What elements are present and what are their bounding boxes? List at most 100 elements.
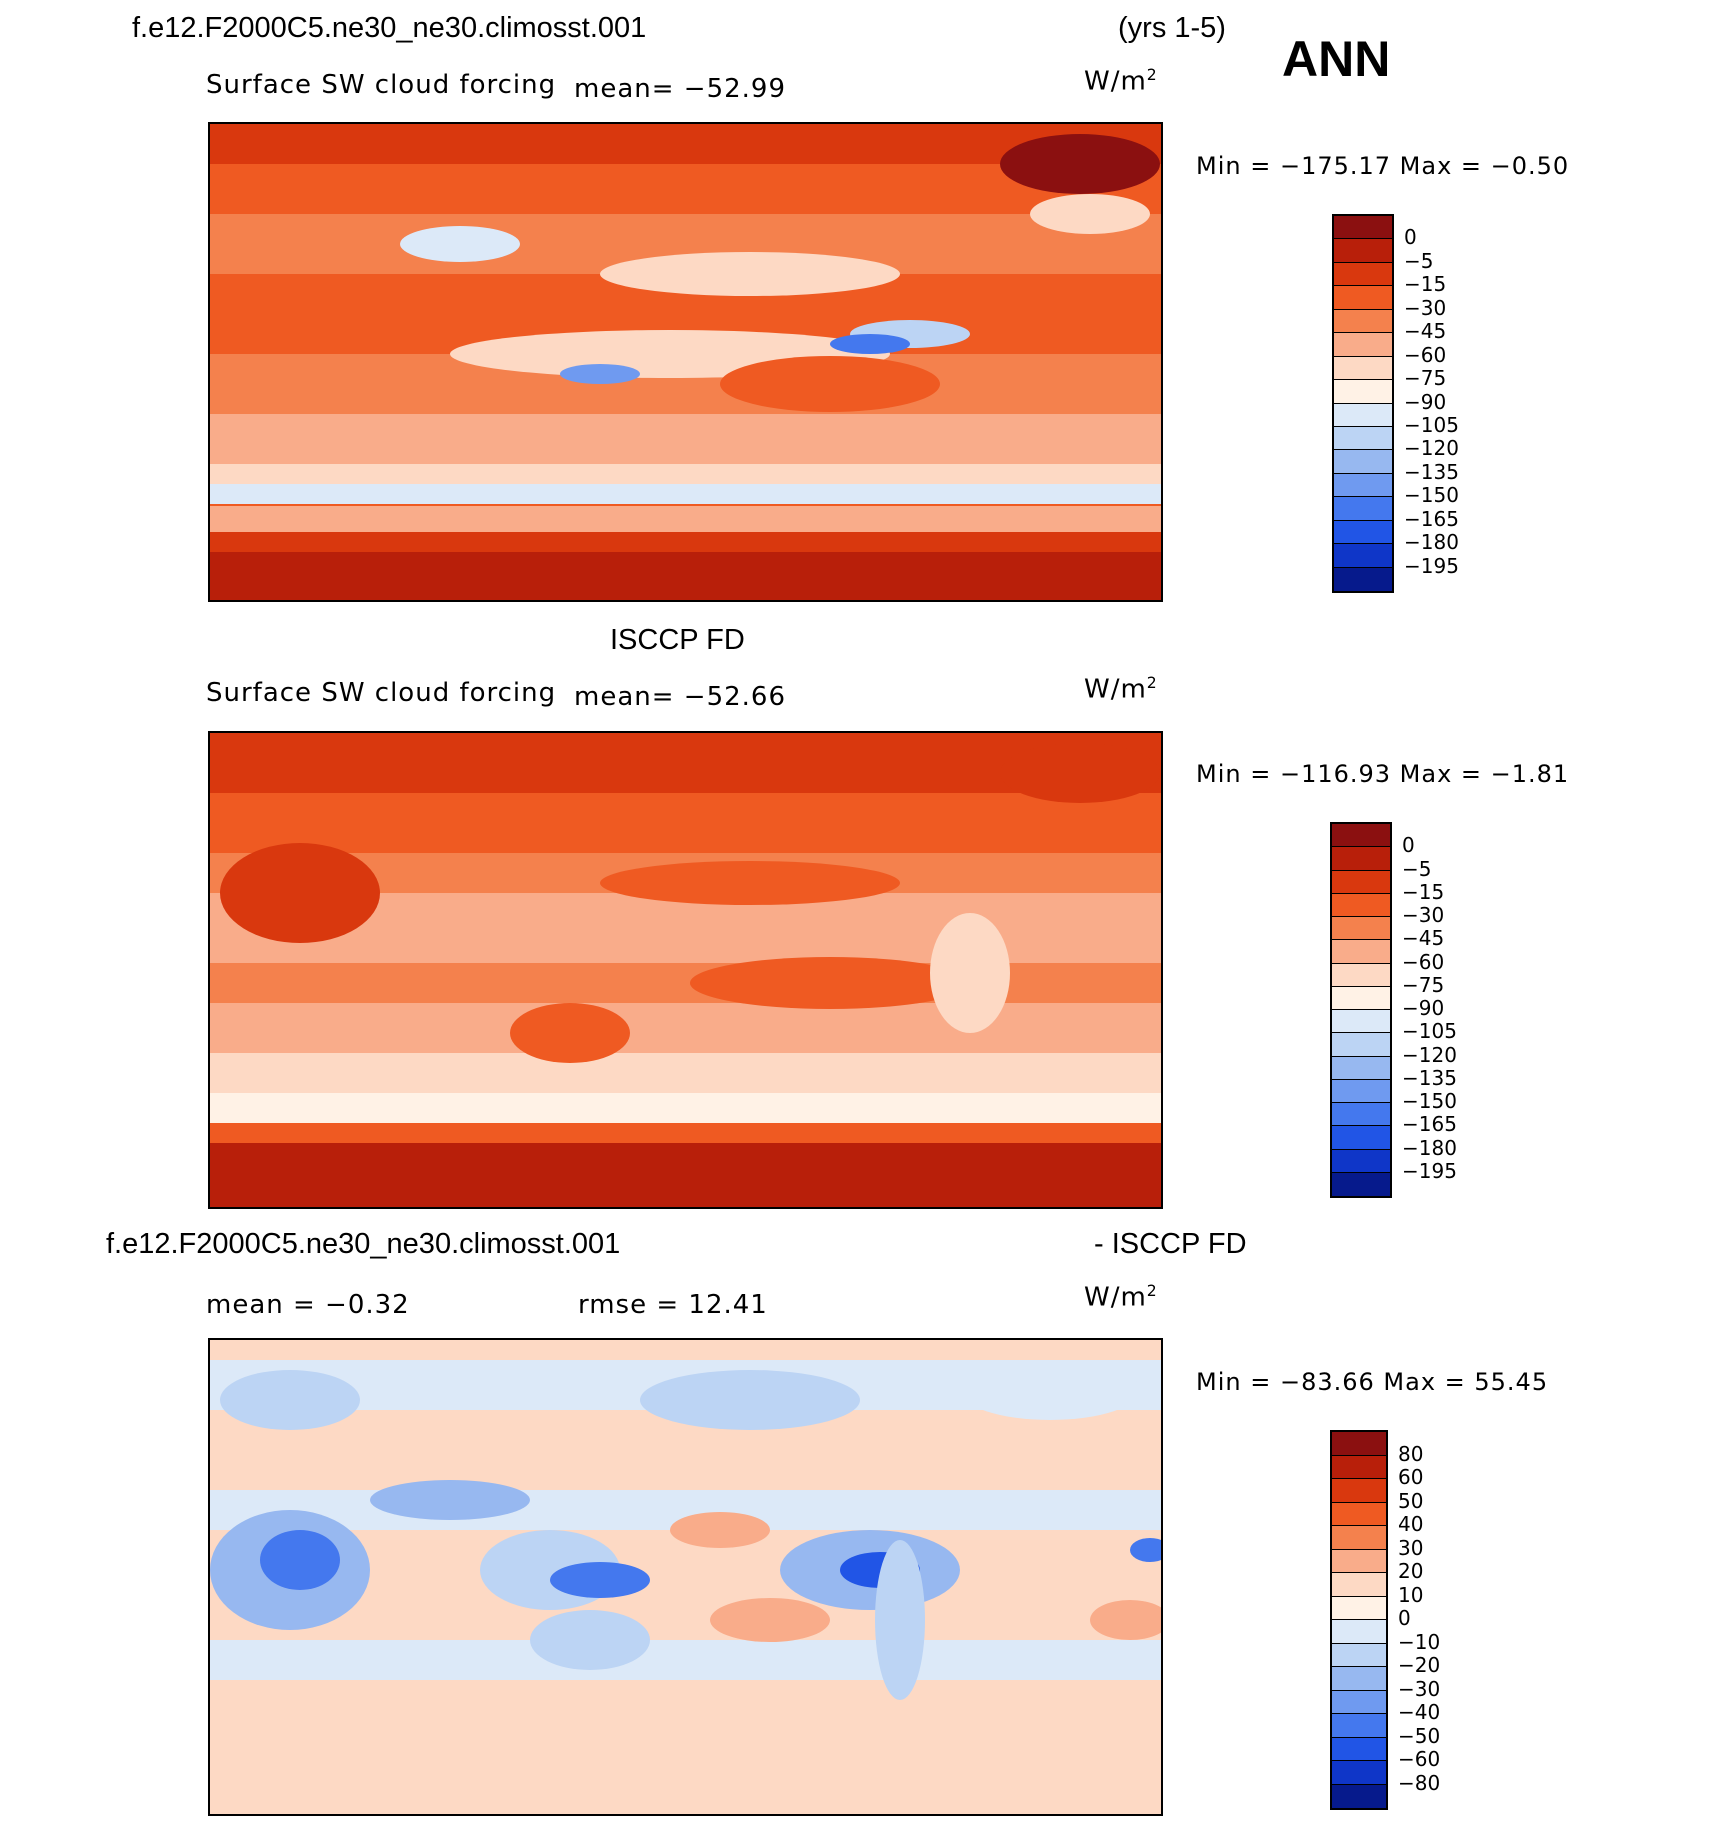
- colorbar-label: −195: [1404, 553, 1459, 578]
- colorbar-swatch: [1334, 309, 1392, 334]
- colorbar-swatch: [1334, 497, 1392, 521]
- years-label: (yrs 1-5): [1118, 12, 1226, 44]
- panel3-mean: mean = −0.32: [206, 1290, 410, 1320]
- colorbar-label: 0: [1404, 225, 1417, 250]
- colorbar-swatch: [1332, 1010, 1390, 1034]
- colorbar-label: −60: [1402, 949, 1445, 974]
- colorbar-label: −120: [1402, 1042, 1457, 1067]
- colorbar-label: −165: [1402, 1112, 1457, 1137]
- colorbar-swatch: [1332, 1033, 1390, 1057]
- colorbar-swatch: [1332, 1172, 1390, 1196]
- colorbar-label: −40: [1398, 1700, 1441, 1724]
- colorbar-label: 40: [1398, 1512, 1424, 1536]
- colorbar-label: 30: [1398, 1535, 1424, 1560]
- colorbar-swatch: [1332, 1761, 1386, 1785]
- colorbar-label: −165: [1404, 506, 1459, 531]
- colorbar-swatch: [1334, 473, 1392, 498]
- colorbar-swatch: [1332, 1784, 1386, 1808]
- colorbar-label: −45: [1402, 926, 1445, 951]
- colorbar-label: −120: [1404, 436, 1459, 461]
- colorbar-label: −180: [1404, 530, 1459, 555]
- colorbar-label: −30: [1404, 295, 1447, 320]
- colorbar-swatch: [1334, 262, 1392, 287]
- panel3-map-field: [210, 1340, 1161, 1814]
- colorbar-label: −105: [1404, 412, 1459, 437]
- panel2-map-field: [210, 733, 1161, 1207]
- colorbar-swatch: [1332, 963, 1390, 987]
- colorbar-label: −90: [1404, 389, 1447, 414]
- panel1-units: W/m2: [1084, 66, 1158, 97]
- colorbar-swatch: [1332, 847, 1390, 871]
- panel3-title-left: f.e12.F2000C5.ne30_ne30.climosst.001: [106, 1228, 621, 1260]
- colorbar-swatch: [1332, 986, 1390, 1010]
- colorbar-swatch: [1334, 544, 1392, 568]
- colorbar-label: −90: [1402, 996, 1445, 1020]
- colorbar-label: −105: [1402, 1019, 1457, 1044]
- colorbar-label: 0: [1402, 833, 1415, 858]
- colorbar-swatch: [1332, 893, 1390, 917]
- colorbar-swatch: [1334, 356, 1392, 381]
- colorbar-label: −195: [1402, 1158, 1457, 1183]
- colorbar-label: −60: [1404, 342, 1447, 367]
- colorbar-swatch: [1332, 1667, 1386, 1691]
- colorbar-swatch: [1334, 403, 1392, 427]
- season-label: ANN: [1282, 31, 1391, 87]
- colorbar-swatch: [1334, 450, 1392, 474]
- colorbar-label: −150: [1402, 1089, 1457, 1113]
- colorbar-swatch: [1332, 1643, 1386, 1667]
- colorbar-swatch: [1332, 824, 1390, 848]
- colorbar-label: −5: [1402, 856, 1432, 881]
- colorbar-swatch: [1334, 380, 1392, 404]
- colorbar-label: 0: [1398, 1606, 1411, 1630]
- panel1-minmax: Min = −175.17 Max = −0.50: [1196, 152, 1570, 180]
- colorbar-swatch: [1332, 1690, 1386, 1714]
- panel2-units: W/m2: [1084, 674, 1158, 705]
- colorbar-label: −135: [1404, 459, 1459, 484]
- colorbar-swatch: [1332, 1502, 1386, 1526]
- colorbar-swatch: [1332, 1455, 1386, 1479]
- colorbar-swatch: [1332, 1737, 1386, 1761]
- colorbar-label: 80: [1398, 1441, 1424, 1466]
- colorbar-swatch: [1332, 917, 1390, 941]
- panel3-rmse: rmse = 12.41: [578, 1290, 768, 1320]
- colorbar-swatch: [1332, 1549, 1386, 1573]
- colorbar-swatch: [1332, 1573, 1386, 1597]
- colorbar-swatch: [1332, 1620, 1386, 1644]
- colorbar-label: −75: [1402, 972, 1445, 997]
- panel3-title-right: - ISCCP FD: [1094, 1228, 1247, 1260]
- colorbar-label: −10: [1398, 1629, 1441, 1654]
- colorbar-label: −60: [1398, 1747, 1441, 1771]
- colorbar-swatch: [1332, 1126, 1390, 1150]
- colorbar-swatch: [1334, 333, 1392, 357]
- colorbar-label: −15: [1402, 879, 1445, 904]
- colorbar-swatch: [1334, 216, 1392, 240]
- panel1-map: [208, 122, 1163, 602]
- colorbar-swatch: [1334, 520, 1392, 545]
- panel1-mean: mean= −52.99: [574, 74, 787, 104]
- colorbar-label: −180: [1402, 1135, 1457, 1160]
- colorbar-label: −45: [1404, 319, 1447, 344]
- colorbar-label: −75: [1404, 366, 1447, 391]
- panel2-mean: mean= −52.66: [574, 682, 787, 712]
- panel2-map: [208, 731, 1163, 1209]
- panel2-title: ISCCP FD: [610, 624, 745, 656]
- colorbar-label: −150: [1404, 483, 1459, 508]
- panel3-minmax: Min = −83.66 Max = 55.45: [1196, 1368, 1549, 1396]
- colorbar-label: 20: [1398, 1559, 1424, 1583]
- colorbar-label: −15: [1404, 272, 1447, 297]
- colorbar-label: −135: [1402, 1065, 1457, 1090]
- colorbar-label: −50: [1398, 1723, 1441, 1748]
- colorbar-label: −30: [1402, 903, 1445, 927]
- colorbar-swatch: [1332, 1079, 1390, 1103]
- panel3-units: W/m2: [1084, 1282, 1158, 1313]
- panel1-colorbar: [1332, 214, 1394, 593]
- colorbar-swatch: [1332, 870, 1390, 894]
- colorbar-swatch: [1332, 1103, 1390, 1127]
- colorbar-swatch: [1334, 286, 1392, 310]
- colorbar-label: −20: [1398, 1653, 1441, 1677]
- case-title: f.e12.F2000C5.ne30_ne30.climosst.001: [132, 12, 647, 44]
- colorbar-swatch: [1332, 1596, 1386, 1620]
- colorbar-swatch: [1332, 1149, 1390, 1173]
- panel3-colorbar: [1330, 1430, 1388, 1810]
- panel2-minmax: Min = −116.93 Max = −1.81: [1196, 760, 1570, 788]
